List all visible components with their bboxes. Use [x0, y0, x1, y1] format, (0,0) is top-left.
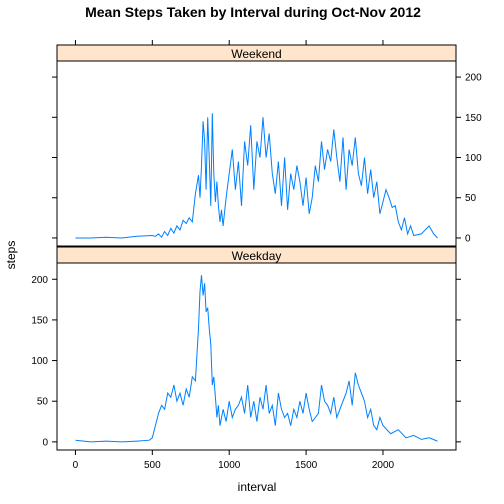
- y-tick-label-weekend: 100: [465, 153, 482, 164]
- x-tick-label: 1500: [295, 460, 318, 471]
- panel-frame-weekend: [56, 60, 457, 247]
- series-line-weekday: [75, 275, 438, 443]
- y-axis-label: steps: [4, 241, 18, 270]
- y-tick-label-weekend: 0: [465, 233, 471, 244]
- x-axis-label: interval: [238, 480, 277, 494]
- series-line-weekend: [75, 113, 438, 239]
- y-tick-label-weekday: 150: [31, 315, 48, 326]
- y-tick-label-weekday: 0: [42, 437, 48, 448]
- y-tick-label-weekend: 150: [465, 113, 482, 124]
- strip-label-weekday: Weekday: [232, 249, 282, 263]
- x-tick-label: 500: [144, 460, 161, 471]
- panel-frame-weekday: [56, 262, 457, 451]
- y-tick-label-weekend: 50: [465, 193, 477, 204]
- y-tick-label-weekend: 200: [465, 73, 482, 84]
- x-tick-label: 0: [73, 460, 79, 471]
- x-tick-label: 2000: [372, 460, 395, 471]
- x-tick-label: 1000: [218, 460, 241, 471]
- y-tick-label-weekday: 200: [31, 275, 48, 286]
- strip-label-weekend: Weekend: [231, 47, 281, 61]
- chart-title: Mean Steps Taken by Interval during Oct-…: [85, 4, 421, 20]
- y-tick-label-weekday: 50: [37, 397, 49, 408]
- y-tick-label-weekday: 100: [31, 356, 48, 367]
